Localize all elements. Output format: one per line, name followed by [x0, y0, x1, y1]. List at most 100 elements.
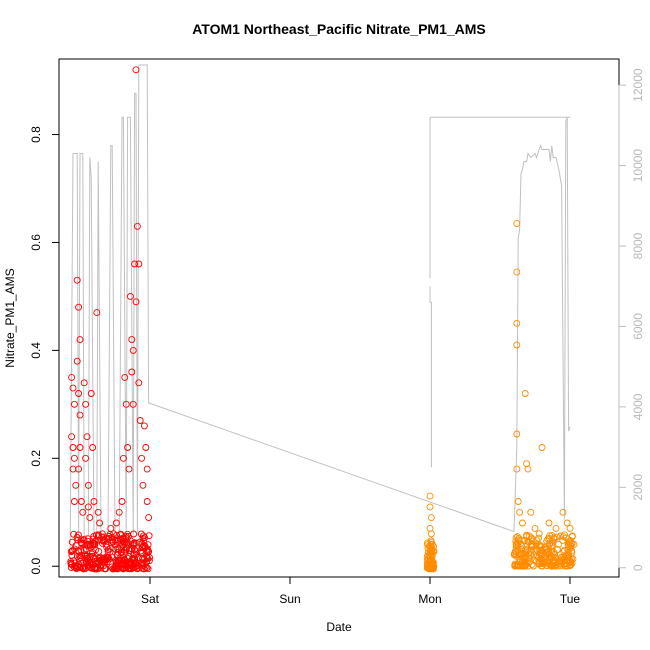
data-point [73, 552, 81, 560]
data-point [566, 536, 574, 544]
data-point [103, 554, 111, 561]
y-right-tick-label: 8000 [631, 232, 645, 259]
data-point [553, 533, 561, 541]
data-point [89, 444, 97, 451]
data-point [426, 492, 434, 500]
data-point [541, 544, 549, 551]
data-point [511, 547, 519, 555]
data-point [113, 536, 121, 544]
x-axis-label: Date [326, 620, 352, 634]
data-point [143, 553, 151, 561]
data-point [538, 556, 546, 564]
data-point [557, 560, 565, 568]
y-right-tick-label: 2000 [631, 474, 645, 501]
data-point [531, 524, 539, 532]
data-point [141, 542, 149, 550]
data-point [70, 530, 78, 538]
data-point [516, 508, 524, 516]
data-point [548, 561, 556, 569]
data-point [137, 530, 145, 538]
data-point [143, 498, 151, 505]
data-point [133, 222, 141, 230]
data-point [513, 465, 521, 473]
y-right-tick-label: 0 [631, 564, 645, 571]
y-axis-right: 0 2000 4000 6000 8000 10000 12000 [618, 68, 645, 571]
data-point [124, 444, 132, 451]
data-point [145, 532, 153, 540]
data-point [108, 563, 116, 571]
data-point [135, 379, 143, 387]
scatter-points [67, 66, 578, 573]
data-point [124, 554, 131, 562]
data-point [122, 400, 130, 408]
data-point [565, 541, 573, 549]
data-point [110, 530, 118, 538]
data-point [140, 565, 148, 573]
y-right-tick-label: 6000 [631, 313, 645, 340]
data-point [114, 556, 122, 564]
data-point [114, 565, 122, 573]
data-point [517, 560, 525, 568]
data-point [128, 556, 136, 564]
data-point [98, 530, 106, 538]
data-point [563, 519, 571, 527]
data-point [535, 541, 543, 549]
altitude-line [69, 64, 571, 548]
data-point [76, 411, 84, 419]
data-point [512, 552, 520, 560]
data-point [139, 534, 147, 542]
data-point [526, 558, 534, 566]
y-right-tick-label: 4000 [631, 393, 645, 420]
data-point [100, 537, 108, 544]
altitude-series [69, 64, 571, 548]
data-point [112, 519, 120, 527]
data-point [94, 508, 102, 516]
data-point [69, 384, 77, 392]
data-point [526, 554, 534, 562]
data-point [521, 390, 529, 397]
data-point [138, 558, 146, 566]
data-point [552, 524, 560, 532]
data-point [126, 565, 134, 572]
data-point [126, 292, 134, 300]
data-point [546, 532, 554, 540]
data-point [529, 562, 537, 570]
data-point [427, 564, 435, 572]
data-point [68, 433, 76, 441]
data-point [544, 535, 552, 543]
data-point [533, 537, 541, 545]
data-point [129, 346, 137, 354]
data-point [145, 548, 152, 556]
data-point [128, 368, 136, 376]
data-point [68, 373, 76, 381]
data-point [568, 559, 576, 567]
data-point [566, 524, 574, 532]
data-point [521, 552, 529, 560]
data-point [84, 503, 92, 511]
data-point [93, 309, 101, 317]
data-point [519, 550, 527, 558]
data-point [106, 544, 114, 552]
data-point [77, 538, 85, 546]
data-point [87, 390, 95, 397]
data-point [76, 444, 84, 451]
data-point [145, 514, 153, 522]
data-point [83, 552, 91, 560]
data-point [72, 564, 80, 571]
data-point [70, 400, 78, 408]
data-point [118, 498, 126, 505]
data-point [511, 560, 519, 568]
data-point [92, 559, 100, 567]
data-point [73, 357, 81, 365]
y-right-tick-label: 12000 [631, 68, 645, 102]
y-tick-label: 0.8 [29, 126, 43, 143]
data-point [133, 565, 141, 573]
data-point [139, 481, 147, 489]
x-tick-label: Sat [141, 592, 160, 606]
data-point [561, 531, 569, 539]
data-point [82, 454, 90, 462]
y-tick-label: 0.0 [29, 558, 43, 575]
data-point [87, 541, 94, 549]
data-point [512, 534, 520, 542]
data-point [513, 430, 521, 438]
